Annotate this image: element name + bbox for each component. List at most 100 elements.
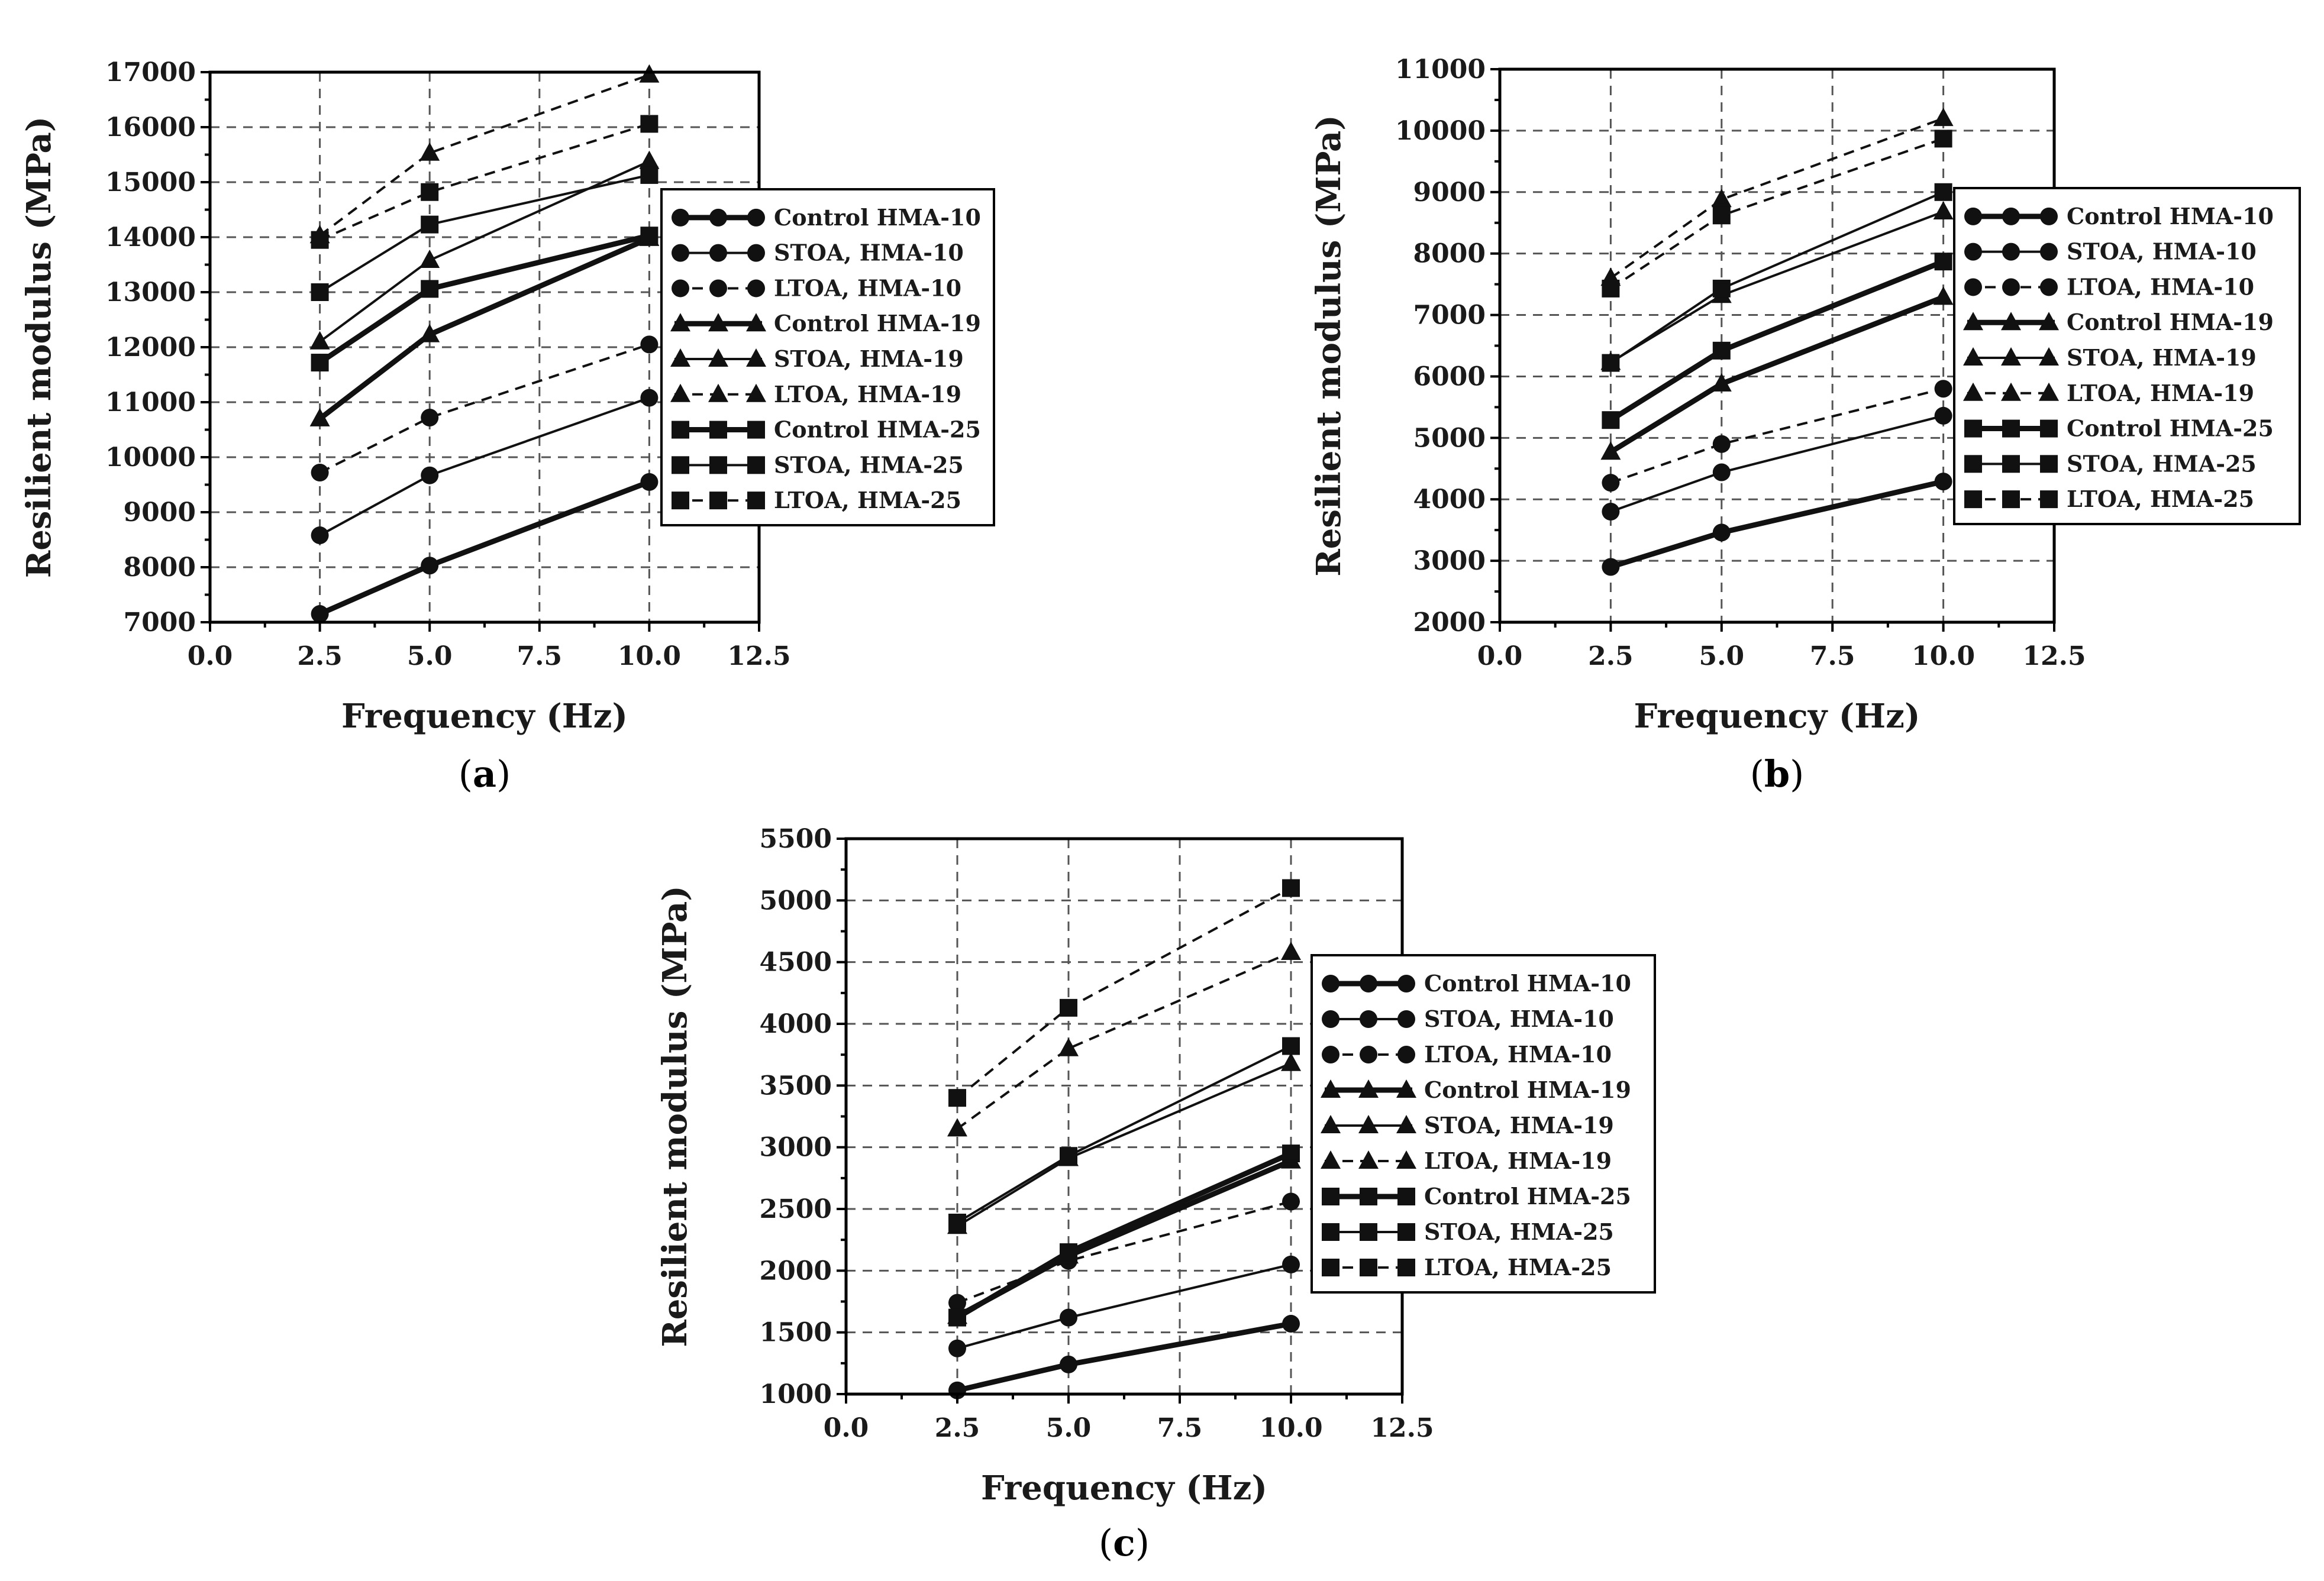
chart-b-point-ltoa-hma-19-1 [1711, 189, 1732, 208]
chart-c-series-control-hma-25 [948, 1144, 1300, 1327]
chart-c-point-control-hma-25-1 [1060, 1243, 1077, 1262]
chart-b-legend-marker-stoa-hma-25-2 [2040, 455, 2058, 473]
chart-b-legend-marker-control-hma-19-0 [1963, 312, 1983, 331]
chart-c-legend-marker-ltoa-hma-25-0 [1322, 1259, 1339, 1276]
chart-b-legend-label-stoa-hma-19: STOA, HMA-19 [2067, 344, 2257, 371]
chart-b-point-ltoa-hma-25-1 [1712, 206, 1731, 225]
chart-b-point-control-hma-19-1 [1711, 373, 1732, 392]
chart-b-xtick-label: 12.5 [2022, 641, 2086, 671]
chart-b-ytick-label: 11000 [1395, 54, 1486, 85]
chart-b-point-ltoa-hma-25-2 [1934, 130, 1952, 148]
chart-b-point-ltoa-hma-10-2 [1934, 380, 1952, 398]
chart-b-legend-marker-control-hma-10-1 [2002, 207, 2020, 225]
chart-a-point-ltoa-hma-25-1 [421, 183, 439, 201]
chart-b-legend-marker-control-hma-25-0 [1964, 419, 1982, 438]
chart-a-legend-marker-control-hma-19-2 [746, 313, 766, 332]
chart-b-point-control-hma-10-1 [1712, 523, 1731, 542]
chart-a-legend-marker-control-hma-25-2 [747, 421, 765, 439]
chart-c-legend-marker-control-hma-10-0 [1322, 975, 1339, 992]
chart-panel-b: 0.0 2.5 5.0 7.5 10.0 12.5 2000 3000 4000 5000 6000… [1309, 54, 2301, 796]
chart-a-point-stoa-hma-19-2 [639, 150, 660, 169]
chart-b-xtick-label: 7.5 [1810, 641, 1855, 671]
chart-panel-c: 0.0 2.5 5.0 7.5 10.0 12.5 1000 1500 2000 2500 3000… [656, 824, 1656, 1564]
chart-a-xtick-label: 0.0 [188, 641, 233, 671]
chart-b-series-control-hma-25 [1602, 253, 1952, 429]
chart-b-legend-marker-ltoa-hma-19-2 [2039, 382, 2059, 401]
chart-c-ytick-label: 3000 [760, 1133, 832, 1163]
chart-a-point-stoa-hma-25-0 [311, 283, 329, 301]
chart-c-ytick-label: 4000 [760, 1009, 832, 1039]
chart-b-ytick-label: 5000 [1413, 423, 1486, 453]
chart-a-ytick-label: 14000 [105, 222, 196, 253]
chart-c-xtick-label: 2.5 [935, 1413, 980, 1443]
chart-b-legend-marker-ltoa-hma-25-0 [1964, 490, 1982, 509]
chart-a-legend-marker-stoa-hma-25-1 [709, 456, 727, 474]
chart-c-xtick-label: 7.5 [1157, 1413, 1203, 1443]
chart-a-point-ltoa-hma-25-2 [640, 115, 659, 133]
chart-b-legend-marker-stoa-hma-10-2 [2040, 243, 2058, 261]
chart-b-x-axis-title: Frequency (Hz) [1634, 697, 1920, 736]
chart-b-point-stoa-hma-19-2 [1933, 201, 1954, 220]
chart-a-series-control-hma-25 [311, 227, 659, 372]
chart-b-legend-label-control-hma-25: Control HMA-25 [2067, 415, 2274, 442]
chart-c-point-control-hma-25-2 [1282, 1144, 1300, 1163]
chart-b-point-ltoa-hma-10-1 [1712, 435, 1731, 453]
chart-b-series-stoa-hma-10 [1602, 406, 1952, 520]
chart-b-ytick-label: 2000 [1413, 607, 1486, 638]
chart-a-xtick-label: 5.0 [407, 641, 453, 671]
chart-b-legend-label-ltoa-hma-25: LTOA, HMA-25 [2067, 486, 2254, 512]
chart-a-point-ltoa-hma-25-0 [311, 231, 329, 249]
chart-a-point-stoa-hma-10-0 [311, 526, 329, 545]
chart-c-ytick-label: 1500 [760, 1318, 832, 1348]
chart-c-legend-label-ltoa-hma-10: LTOA, HMA-10 [1424, 1041, 1612, 1068]
chart-c-ytick-label: 1000 [760, 1379, 832, 1409]
chart-b-legend-marker-ltoa-hma-19-0 [1963, 382, 1983, 401]
chart-c-series-stoa-hma-10 [948, 1255, 1300, 1357]
chart-b-legend: Control HMA-10 STOA, HMA-10 LTOA, HMA-10 Co… [1953, 187, 2301, 525]
chart-a-ytick-label: 7000 [124, 607, 196, 638]
chart-a-point-stoa-hma-10-1 [421, 466, 439, 484]
chart-c-legend-label-control-hma-10: Control HMA-10 [1424, 970, 1631, 997]
chart-c-legend-marker-ltoa-hma-10-2 [1397, 1046, 1415, 1063]
chart-c-legend-marker-stoa-hma-19-2 [1396, 1115, 1416, 1133]
chart-a-series-line-ltoa-hma-19 [319, 73, 650, 237]
chart-a-legend-marker-stoa-hma-19-0 [670, 348, 690, 367]
chart-c-legend-marker-stoa-hma-19-0 [1321, 1115, 1341, 1133]
chart-c-legend-marker-control-hma-19-0 [1321, 1079, 1341, 1098]
chart-a-series-ltoa-hma-25 [311, 115, 659, 249]
chart-a-point-stoa-hma-19-0 [309, 331, 330, 350]
chart-b-point-control-hma-10-0 [1602, 558, 1620, 576]
chart-b-legend-marker-stoa-hma-25-0 [1964, 455, 1982, 473]
chart-c-legend-marker-ltoa-hma-10-1 [1360, 1046, 1377, 1063]
chart-c-legend-label-ltoa-hma-19: LTOA, HMA-19 [1424, 1147, 1612, 1174]
chart-a-legend-marker-stoa-hma-10-2 [747, 244, 765, 262]
chart-a-ytick-label: 15000 [105, 167, 196, 198]
chart-c-xtick-label: 0.0 [824, 1413, 869, 1443]
chart-b-series-stoa-hma-25 [1602, 183, 1952, 372]
chart-c-point-ltoa-hma-10-2 [1282, 1192, 1300, 1211]
chart-b-xtick-label: 10.0 [1912, 641, 1975, 671]
chart-a-point-control-hma-10-0 [311, 605, 329, 623]
chart-b-panel-label: (b) [1750, 752, 1805, 796]
chart-a-legend-label-stoa-hma-25: STOA, HMA-25 [774, 451, 964, 478]
chart-c-panel-label: (c) [1099, 1521, 1150, 1564]
chart-a-legend-label-ltoa-hma-10: LTOA, HMA-10 [774, 274, 961, 301]
chart-b-point-stoa-hma-10-1 [1712, 463, 1731, 481]
chart-a-legend-marker-ltoa-hma-19-1 [708, 383, 728, 402]
chart-c-legend-label-control-hma-25: Control HMA-25 [1424, 1183, 1631, 1210]
chart-a-y-axis-title: Resilient modulus (MPa) [20, 117, 59, 578]
chart-c-point-ltoa-hma-25-1 [1060, 998, 1077, 1017]
chart-b-ytick-label: 9000 [1413, 177, 1486, 208]
chart-b-legend-marker-stoa-hma-10-0 [1964, 243, 1982, 261]
chart-b-legend-label-control-hma-10: Control HMA-10 [2067, 203, 2274, 229]
chart-a-legend-label-stoa-hma-10: STOA, HMA-10 [774, 240, 964, 266]
chart-a-point-stoa-hma-19-1 [419, 250, 440, 269]
chart-a-legend-marker-stoa-hma-19-2 [746, 348, 766, 367]
chart-a-series-stoa-hma-10 [311, 389, 659, 545]
chart-a-point-stoa-hma-25-1 [421, 215, 439, 234]
chart-c-legend-marker-stoa-hma-10-1 [1360, 1010, 1377, 1028]
chart-a-legend-marker-stoa-hma-10-0 [672, 244, 689, 262]
chart-b-legend-marker-control-hma-10-0 [1964, 207, 1982, 225]
chart-b-series-line-ltoa-hma-19 [1610, 117, 1944, 279]
chart-b-legend-marker-ltoa-hma-10-0 [1964, 278, 1982, 296]
